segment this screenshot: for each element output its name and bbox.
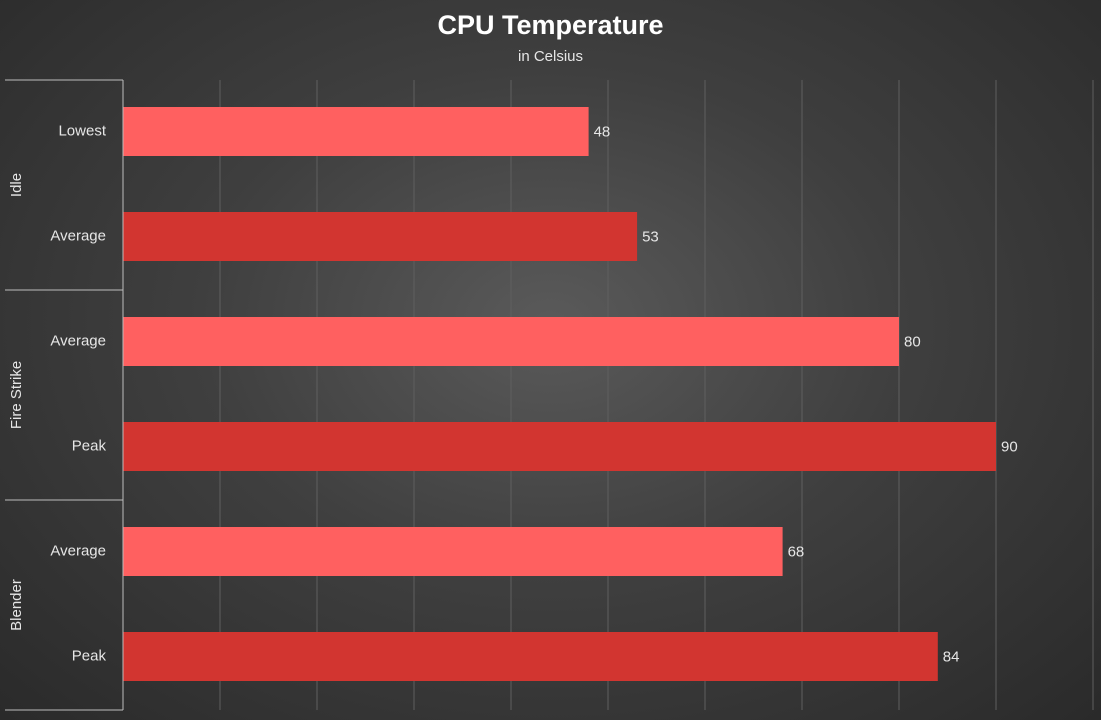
bar xyxy=(123,632,938,681)
chart-subtitle: in Celsius xyxy=(517,48,584,65)
group-label: Idle xyxy=(8,173,25,197)
group-label: Fire Strike xyxy=(8,361,25,429)
data-label: 68 xyxy=(788,543,805,560)
category-label: Average xyxy=(50,227,106,244)
data-label: 80 xyxy=(904,333,921,350)
bar xyxy=(123,107,589,156)
category-label: Peak xyxy=(72,437,107,454)
bar xyxy=(123,527,783,576)
data-label: 90 xyxy=(1001,438,1018,455)
category-label: Average xyxy=(50,332,106,349)
category-label: Peak xyxy=(72,647,107,664)
group-label: Blender xyxy=(8,579,25,631)
bar xyxy=(123,317,899,366)
bar xyxy=(123,212,638,261)
chart-title: CPU Temperature xyxy=(437,10,664,40)
category-label: Average xyxy=(50,542,106,559)
data-label: 48 xyxy=(594,123,611,140)
data-label: 84 xyxy=(943,648,960,665)
data-label: 53 xyxy=(642,228,659,245)
category-label: Lowest xyxy=(58,122,106,139)
bar xyxy=(123,422,996,471)
